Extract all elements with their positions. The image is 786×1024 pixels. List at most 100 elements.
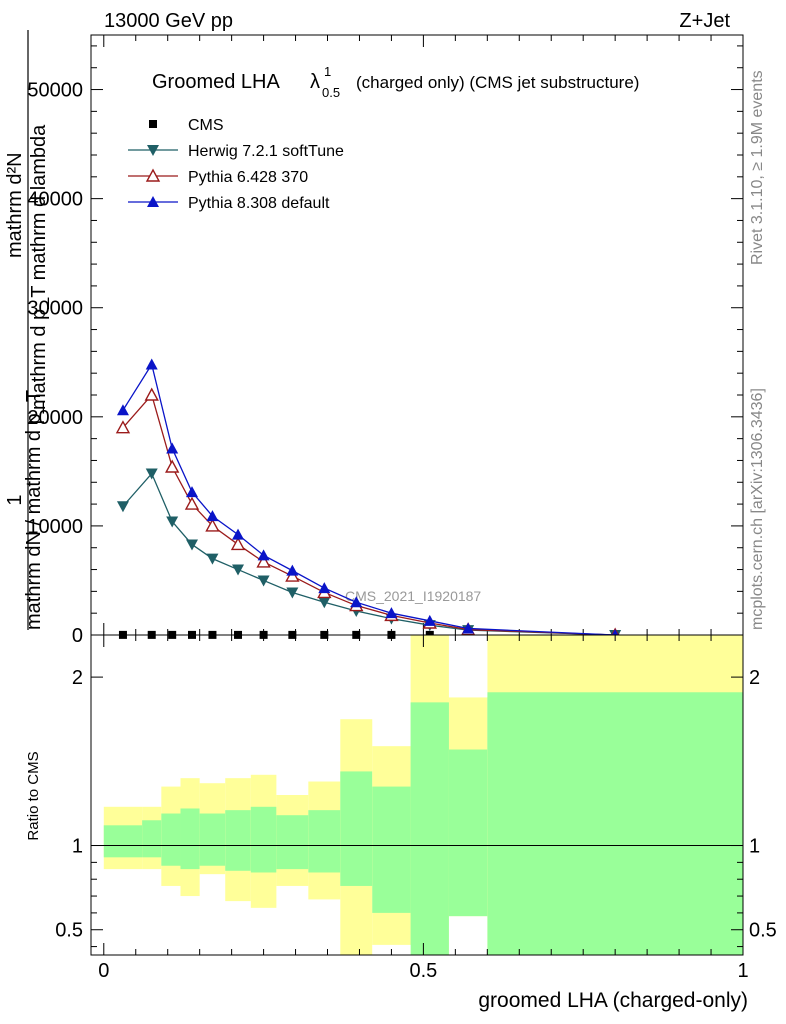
pythia8-point: [462, 622, 475, 634]
ratio-y-tick-label: 2: [72, 667, 83, 689]
pythia8-point: [385, 607, 398, 619]
x-tick-label: 0: [98, 960, 109, 982]
pythia6-point: [165, 459, 180, 473]
ratio-band-green: [276, 815, 309, 870]
herwig-point: [318, 597, 331, 609]
ratio-panel: 0.5 0.51 12 2 0 0.5 1 Ratio to CMS groomed LH…: [25, 634, 777, 1012]
pythia8-point: [145, 358, 158, 370]
ratio-y-label: Ratio to CMS: [25, 751, 42, 840]
y-label-one: 1: [4, 494, 26, 505]
rivet-version-label: Rivet 3.1.10, ≥ 1.9M events: [749, 70, 766, 265]
title-subscript: 0.5: [322, 85, 340, 100]
header-process-label: Z+Jet: [679, 10, 730, 32]
legend-label: Pythia 8.308 default: [188, 195, 330, 212]
main-panel: 0 10000 20000 30000 40000 50000 CMS_2021_I192…: [27, 34, 744, 647]
y-tick-label: 50000: [27, 80, 83, 102]
ratio-band-green: [448, 749, 488, 917]
y-tick-label: 30000: [27, 298, 83, 320]
x-axis-label: groomed LHA (charged-only): [478, 989, 748, 1012]
legend-entry-herwig: Herwig 7.2.1 softTune: [128, 143, 344, 160]
ratio-y-tick-label-right: 2: [749, 667, 760, 689]
ratio-y-tick-label-right: 0.5: [749, 920, 777, 942]
pythia6-point: [184, 496, 200, 510]
ratio-y-tick-label-right: 1: [749, 836, 760, 858]
pythia6-point: [145, 168, 161, 182]
ratio-y-tick-label: 0.5: [55, 920, 83, 942]
herwig-point: [147, 145, 159, 156]
pythia8-point: [206, 510, 219, 522]
pythia8-point: [286, 564, 299, 576]
ratio-band-green: [225, 810, 251, 871]
legend-label: Herwig 7.2.1 softTune: [188, 143, 344, 160]
legend-entry-cms: CMS: [149, 117, 224, 134]
ratio-band-green: [161, 813, 181, 866]
legend: CMS Herwig 7.2.1 softTune Pythia 6.428 370…: [128, 117, 344, 212]
title-lambda: λ: [310, 71, 320, 93]
title-rest: (charged only) (CMS jet substructure): [356, 73, 639, 92]
series-line-pythia8: [122, 362, 616, 636]
y-tick-label: 20000: [27, 407, 83, 429]
herwig-point: [257, 575, 270, 587]
title-superscript: 1: [324, 64, 331, 79]
ratio-band-green: [372, 786, 411, 913]
ratio-band-green: [410, 702, 449, 955]
ratio-band-gap: [448, 635, 488, 698]
herwig-point: [145, 468, 158, 480]
y-tick-label: 10000: [27, 516, 83, 538]
y-label-numerator: mathrm d²N: [4, 152, 26, 258]
pythia6-point: [256, 554, 271, 568]
legend-entry-pythia6: Pythia 6.428 370: [128, 168, 308, 186]
ratio-band-green: [142, 820, 162, 858]
main-y-ticks: 0 10000 20000 30000 40000 50000: [27, 45, 743, 647]
title-main: Groomed LHA: [152, 71, 280, 93]
pythia8-point: [166, 442, 179, 454]
y-label-denominator: mathrm d p_T mathrm d lambda: [28, 124, 50, 410]
pythia8-point: [185, 486, 198, 498]
herwig-point: [232, 564, 245, 576]
pythia8-point: [232, 528, 245, 540]
pythia8-point: [423, 614, 436, 626]
pythia8-point: [318, 582, 331, 594]
herwig-point: [166, 516, 179, 528]
series-line-herwig: [122, 472, 616, 636]
chart-title: Groomed LHA λ 1 0.5 (charged only) (CMS …: [152, 64, 639, 100]
ratio-frame: [90, 634, 744, 956]
legend-label: Pythia 6.428 370: [188, 169, 308, 186]
ratio-y-tick-label: 1: [72, 836, 83, 858]
ratio-y-ticks: 0.5 0.5 1 1 2 2: [55, 667, 777, 948]
y-tick-label: 0: [72, 625, 83, 647]
y-label-main: mathrm dN / mathrm d p_T: [23, 390, 45, 630]
pythia8-point: [147, 196, 159, 207]
legend-entry-pythia8: Pythia 8.308 default: [128, 195, 330, 212]
ratio-band-green: [199, 813, 226, 866]
herwig-point: [286, 587, 299, 599]
y-tick-label: 40000: [27, 189, 83, 211]
x-tick-label: 0.5: [409, 960, 437, 982]
ratio-band-green: [308, 810, 341, 873]
pythia6-point: [230, 536, 246, 551]
pythia8-point: [116, 404, 129, 416]
series-layer: [115, 358, 623, 641]
ratio-band-green: [103, 825, 143, 858]
pythia8-point: [257, 549, 270, 561]
pythia8-point: [350, 596, 363, 608]
watermark-label: CMS_2021_I1920187: [345, 588, 481, 604]
x-tick-label: 1: [737, 960, 748, 982]
legend-label: CMS: [188, 117, 224, 134]
ratio-band-gap: [448, 916, 488, 955]
pythia6-point: [115, 420, 131, 434]
ratio-x-ticks: 0 0.5 1: [98, 635, 749, 982]
pythia6-point: [144, 387, 159, 401]
ratio-bands: [103, 635, 743, 955]
pythia6-point: [205, 518, 220, 532]
ratio-band-green: [180, 808, 200, 870]
mcplots-label: mcplots.cern.ch [arXiv:1306.3436]: [749, 388, 766, 630]
herwig-point: [116, 501, 129, 513]
ratio-band-green: [487, 692, 743, 955]
cms-point: [149, 120, 157, 128]
main-y-label: 1 mathrm dN / mathrm d p_T mathrm d²N ma…: [4, 30, 50, 630]
herwig-point: [185, 539, 198, 551]
ratio-band-green: [250, 806, 277, 873]
herwig-point: [206, 553, 219, 565]
